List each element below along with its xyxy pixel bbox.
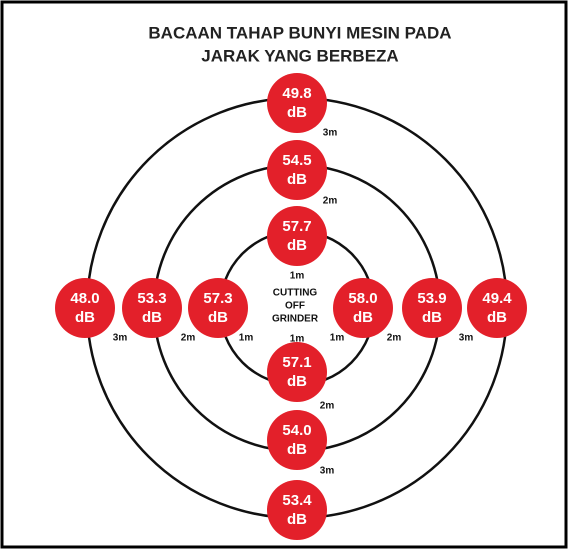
reading-unit: dB bbox=[287, 373, 307, 390]
reading-unit: dB bbox=[208, 309, 228, 326]
reading-value: 53.9 bbox=[417, 290, 446, 307]
reading-value: 58.0 bbox=[348, 290, 377, 307]
distance-label: 3m bbox=[323, 128, 338, 139]
reading-node bbox=[267, 342, 327, 402]
center-label: GRINDER bbox=[272, 314, 319, 325]
reading-value: 54.5 bbox=[282, 152, 311, 169]
reading-node bbox=[402, 278, 462, 338]
distance-label: 2m bbox=[387, 333, 402, 344]
reading-unit: dB bbox=[422, 309, 442, 326]
reading-unit: dB bbox=[487, 309, 507, 326]
reading-value: 57.1 bbox=[282, 354, 311, 371]
reading-value: 57.3 bbox=[203, 290, 232, 307]
reading-unit: dB bbox=[287, 511, 307, 528]
reading-value: 53.3 bbox=[137, 290, 166, 307]
reading-value: 54.0 bbox=[282, 422, 311, 439]
distance-label: 1m bbox=[330, 333, 345, 344]
reading-node bbox=[55, 278, 115, 338]
reading-unit: dB bbox=[287, 441, 307, 458]
distance-label: 2m bbox=[323, 196, 338, 207]
reading-node bbox=[267, 140, 327, 200]
reading-node bbox=[267, 206, 327, 266]
title-line: BACAAN TAHAP BUNYI MESIN PADA bbox=[148, 23, 451, 42]
reading-unit: dB bbox=[287, 237, 307, 254]
reading-node bbox=[467, 278, 527, 338]
reading-unit: dB bbox=[75, 309, 95, 326]
center-label: OFF bbox=[285, 301, 305, 312]
reading-node bbox=[122, 278, 182, 338]
distance-label: 2m bbox=[320, 401, 335, 412]
distance-label: 1m bbox=[239, 333, 254, 344]
distance-label: 1m bbox=[290, 271, 305, 282]
reading-node bbox=[333, 278, 393, 338]
reading-value: 49.8 bbox=[282, 85, 311, 102]
center-label: CUTTING bbox=[273, 288, 318, 299]
reading-value: 49.4 bbox=[482, 290, 512, 307]
reading-unit: dB bbox=[353, 309, 373, 326]
reading-node bbox=[267, 73, 327, 133]
reading-node bbox=[267, 410, 327, 470]
reading-value: 57.7 bbox=[282, 218, 311, 235]
reading-node bbox=[188, 278, 248, 338]
reading-node bbox=[267, 480, 327, 540]
distance-label: 3m bbox=[459, 333, 474, 344]
distance-label: 3m bbox=[320, 466, 335, 477]
title-line: JARAK YANG BERBEZA bbox=[201, 46, 398, 65]
reading-unit: dB bbox=[142, 309, 162, 326]
reading-value: 48.0 bbox=[70, 290, 99, 307]
distance-label: 3m bbox=[113, 333, 128, 344]
reading-unit: dB bbox=[287, 171, 307, 188]
reading-unit: dB bbox=[287, 104, 307, 121]
distance-label: 2m bbox=[181, 333, 196, 344]
reading-value: 53.4 bbox=[282, 492, 312, 509]
distance-label: 1m bbox=[290, 334, 305, 345]
